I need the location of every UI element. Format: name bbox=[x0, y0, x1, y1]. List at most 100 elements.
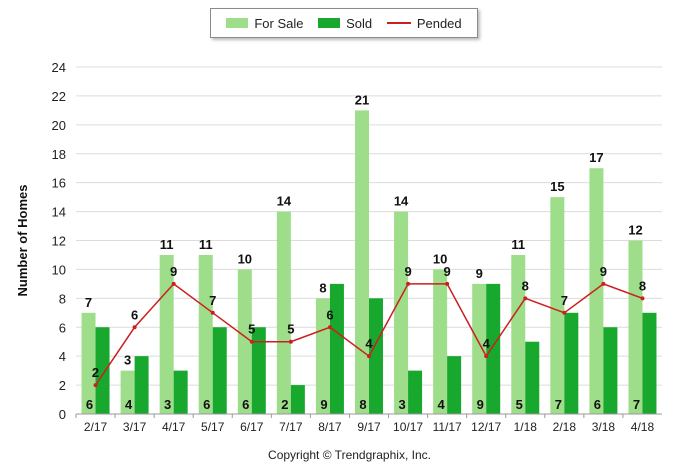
x-tick-label-2/17: 2/17 bbox=[84, 420, 108, 434]
data-label-pended-7/17: 5 bbox=[287, 322, 294, 337]
data-label-pended-10/17: 9 bbox=[404, 264, 411, 279]
legend-swatch-for-sale bbox=[226, 18, 249, 28]
bar-sold-7/17 bbox=[290, 385, 305, 414]
y-tick-label-20: 20 bbox=[52, 118, 66, 133]
bar-for-sale-2/17 bbox=[81, 312, 96, 414]
bar-for-sale-9/17 bbox=[355, 110, 369, 414]
x-tick-label-1/18: 1/18 bbox=[514, 420, 538, 434]
data-label-pended-2/18: 7 bbox=[561, 293, 568, 308]
data-label-sold-1/18: 5 bbox=[516, 397, 523, 412]
x-tick-label-7/17: 7/17 bbox=[279, 420, 303, 434]
data-label-pended-11/17: 9 bbox=[444, 264, 451, 279]
data-label-for-sale-6/17: 10 bbox=[238, 251, 252, 266]
bar-for-sale-10/17 bbox=[394, 211, 409, 414]
point-pended-6/17 bbox=[249, 339, 254, 344]
data-label-pended-3/18: 9 bbox=[600, 264, 607, 279]
data-label-sold-2/18: 7 bbox=[555, 397, 562, 412]
bar-sold-9/17 bbox=[369, 298, 383, 414]
bar-sold-5/17 bbox=[212, 327, 227, 414]
y-tick-label-2: 2 bbox=[59, 378, 66, 393]
data-label-sold-5/17: 6 bbox=[203, 397, 210, 412]
y-tick-label-10: 10 bbox=[52, 262, 66, 277]
y-tick-label-18: 18 bbox=[52, 147, 66, 162]
bar-sold-6/17 bbox=[251, 327, 266, 414]
x-tick-label-9/17: 9/17 bbox=[357, 420, 381, 434]
data-label-sold-7/17: 2 bbox=[281, 397, 288, 412]
point-pended-5/17 bbox=[210, 310, 215, 315]
point-pended-2/17 bbox=[93, 383, 98, 388]
bar-for-sale-2/18 bbox=[550, 197, 565, 414]
data-label-pended-12/17: 4 bbox=[483, 336, 491, 351]
data-label-for-sale-7/17: 14 bbox=[277, 194, 292, 209]
legend-item-sold: Sold bbox=[318, 16, 372, 31]
legend-label-pended: Pended bbox=[416, 15, 462, 31]
point-pended-12/17 bbox=[484, 354, 489, 359]
data-label-sold-4/17: 3 bbox=[164, 397, 171, 412]
data-label-for-sale-12/17: 9 bbox=[476, 266, 483, 281]
x-tick-label-2/18: 2/18 bbox=[553, 420, 577, 434]
data-label-sold-6/17: 6 bbox=[242, 397, 249, 412]
data-label-pended-9/17: 4 bbox=[365, 336, 373, 351]
y-tick-label-22: 22 bbox=[52, 89, 66, 104]
bar-sold-11/17 bbox=[447, 356, 462, 414]
data-label-pended-4/17: 9 bbox=[170, 264, 177, 279]
data-label-sold-10/17: 3 bbox=[398, 397, 405, 412]
point-pended-11/17 bbox=[445, 281, 450, 286]
legend-swatch-sold bbox=[318, 18, 341, 28]
bar-sold-2/18 bbox=[564, 312, 579, 414]
data-label-sold-12/17: 9 bbox=[477, 397, 484, 412]
data-label-for-sale-4/18: 12 bbox=[628, 223, 642, 238]
data-label-for-sale-8/17: 8 bbox=[319, 280, 326, 295]
data-label-for-sale-11/17: 10 bbox=[433, 251, 447, 266]
bar-sold-8/17 bbox=[329, 283, 344, 414]
y-tick-label-8: 8 bbox=[59, 291, 66, 306]
x-tick-label-10/17: 10/17 bbox=[393, 420, 423, 434]
y-tick-label-24: 24 bbox=[52, 60, 66, 75]
x-tick-label-3/18: 3/18 bbox=[592, 420, 616, 434]
data-label-for-sale-2/18: 15 bbox=[550, 179, 564, 194]
bar-for-sale-3/18 bbox=[589, 168, 604, 414]
bar-sold-1/18 bbox=[525, 341, 540, 414]
data-label-for-sale-3/17: 3 bbox=[124, 353, 131, 368]
y-axis-title: Number of Homes bbox=[15, 185, 30, 297]
y-tick-label-14: 14 bbox=[52, 205, 66, 220]
bar-for-sale-4/18 bbox=[628, 240, 643, 414]
point-pended-4/18 bbox=[640, 296, 645, 301]
x-tick-label-12/17: 12/17 bbox=[471, 420, 501, 434]
data-label-sold-9/17: 8 bbox=[359, 397, 366, 412]
bar-sold-4/18 bbox=[642, 312, 657, 414]
data-label-for-sale-10/17: 14 bbox=[394, 194, 409, 209]
bar-for-sale-12/17 bbox=[472, 283, 487, 414]
y-tick-label-12: 12 bbox=[52, 234, 66, 249]
data-label-for-sale-9/17: 21 bbox=[355, 92, 369, 107]
point-pended-9/17 bbox=[367, 354, 371, 359]
bar-for-sale-7/17 bbox=[276, 211, 291, 414]
x-tick-label-8/17: 8/17 bbox=[318, 420, 342, 434]
x-tick-label-11/17: 11/17 bbox=[433, 420, 462, 434]
data-label-pended-8/17: 6 bbox=[326, 307, 333, 322]
legend: For Sale Sold Pended bbox=[210, 8, 478, 38]
point-pended-7/17 bbox=[288, 339, 293, 344]
bar-for-sale-1/18 bbox=[511, 254, 526, 414]
x-tick-label-5/17: 5/17 bbox=[201, 420, 225, 434]
bar-for-sale-11/17 bbox=[433, 269, 448, 414]
bar-sold-2/17 bbox=[95, 327, 110, 414]
legend-item-for-sale: For Sale bbox=[226, 16, 303, 31]
data-label-sold-4/18: 7 bbox=[633, 397, 640, 412]
bar-for-sale-8/17 bbox=[315, 298, 330, 414]
y-tick-label-0: 0 bbox=[59, 407, 66, 422]
bar-sold-4/17 bbox=[173, 370, 188, 414]
bar-for-sale-5/17 bbox=[198, 254, 213, 414]
bar-for-sale-6/17 bbox=[237, 269, 252, 414]
point-pended-3/18 bbox=[601, 281, 606, 286]
data-label-pended-5/17: 7 bbox=[209, 293, 216, 308]
bar-sold-3/17 bbox=[134, 356, 149, 414]
data-label-sold-11/17: 4 bbox=[438, 397, 446, 412]
bar-for-sale-3/17 bbox=[120, 370, 135, 414]
point-pended-4/17 bbox=[171, 281, 176, 286]
point-pended-8/17 bbox=[327, 325, 332, 330]
legend-item-pended: Pended bbox=[386, 15, 462, 31]
x-tick-label-4/17: 4/17 bbox=[162, 420, 186, 434]
data-label-sold-3/17: 4 bbox=[125, 397, 133, 412]
